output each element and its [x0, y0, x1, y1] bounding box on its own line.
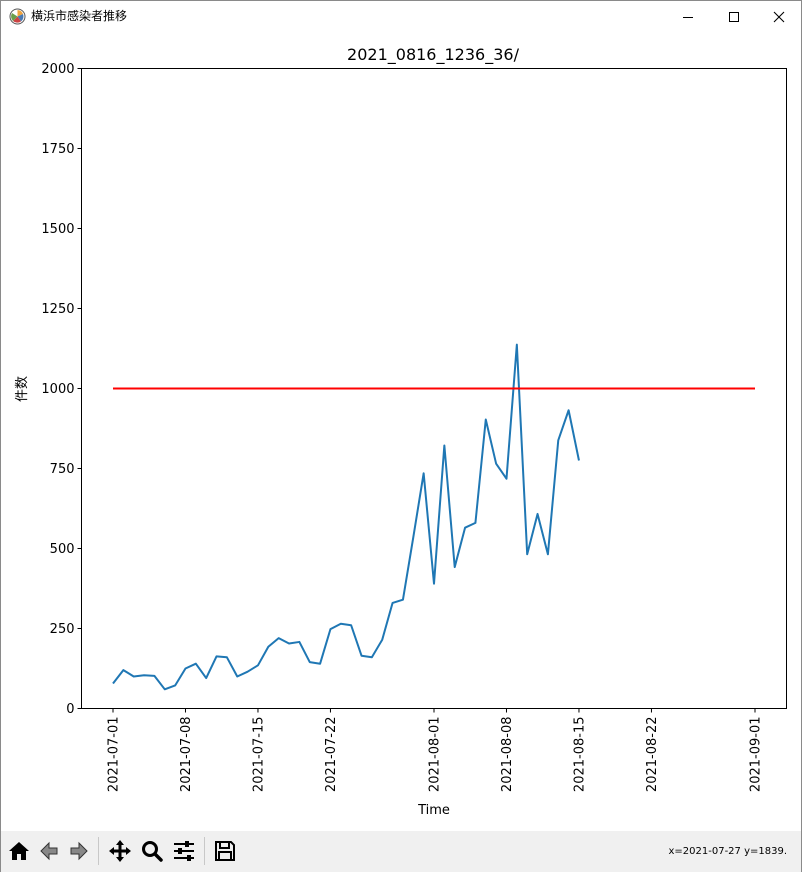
x-tick-label: 2021-07-01 — [107, 717, 122, 793]
y-tick-label: 1250 — [41, 302, 74, 317]
x-tick-label: 2021-07-15 — [251, 717, 266, 793]
x-tick-label: 2021-08-15 — [572, 717, 587, 793]
x-axis-label: Time — [417, 803, 450, 818]
figure-canvas[interactable]: 2021_0816_1236_36/ 0 250 500 750 1000 1250 150… — [1, 32, 801, 831]
close-button[interactable] — [756, 1, 802, 32]
y-tick-label: 500 — [50, 542, 75, 557]
forward-button[interactable] — [64, 836, 94, 866]
maximize-button[interactable] — [711, 1, 757, 32]
chart-title: 2021_0816_1236_36/ — [347, 45, 520, 65]
y-tick-label: 2000 — [41, 62, 74, 77]
x-tick-label: 2021-08-01 — [428, 717, 443, 793]
series-line-cases — [112, 343, 580, 691]
close-icon — [773, 11, 785, 22]
toolbar-separator — [204, 837, 205, 865]
toolbar-separator — [98, 837, 99, 865]
pan-button[interactable] — [105, 836, 135, 866]
y-tick-label: 1750 — [41, 142, 74, 157]
zoom-button[interactable] — [137, 836, 167, 866]
save-floppy-icon — [215, 841, 235, 861]
y-axis-label: 件数 — [15, 376, 30, 402]
forward-arrow-icon — [70, 841, 88, 861]
line-chart: 2021_0816_1236_36/ 0 250 500 750 1000 1250 150… — [15, 45, 787, 818]
pan-move-icon — [109, 840, 131, 862]
back-button[interactable] — [34, 836, 64, 866]
navigation-toolbar: x=2021-07-27 y=1839. — [1, 831, 801, 872]
window-title: 横浜市感染者推移 — [31, 9, 128, 23]
home-icon — [9, 842, 29, 860]
zoom-magnifier-icon — [142, 841, 163, 862]
x-tick-label: 2021-09-01 — [749, 717, 764, 793]
maximize-icon — [729, 11, 739, 22]
minimize-button[interactable] — [665, 1, 711, 32]
y-tick-label: 250 — [50, 622, 75, 637]
configure-subplots-icon — [174, 841, 194, 861]
title-bar[interactable]: 横浜市感染者推移 — [1, 1, 801, 32]
y-tick-label: 1500 — [41, 222, 74, 237]
back-arrow-icon — [40, 841, 58, 861]
matplotlib-logo-icon — [9, 8, 26, 25]
x-tick-label: 2021-08-22 — [645, 717, 660, 793]
save-button[interactable] — [210, 836, 240, 866]
minimize-icon — [683, 16, 693, 18]
home-button[interactable] — [4, 836, 34, 866]
y-tick-label: 750 — [50, 462, 75, 477]
x-tick-label: 2021-08-08 — [500, 717, 515, 793]
x-tick-label: 2021-07-22 — [324, 717, 339, 793]
cursor-coordinates: x=2021-07-27 y=1839. — [668, 846, 787, 857]
configure-subplots-button[interactable] — [169, 836, 199, 866]
y-tick-label: 1000 — [41, 382, 74, 397]
y-tick-label: 0 — [66, 702, 74, 717]
x-tick-label: 2021-07-08 — [179, 717, 194, 793]
